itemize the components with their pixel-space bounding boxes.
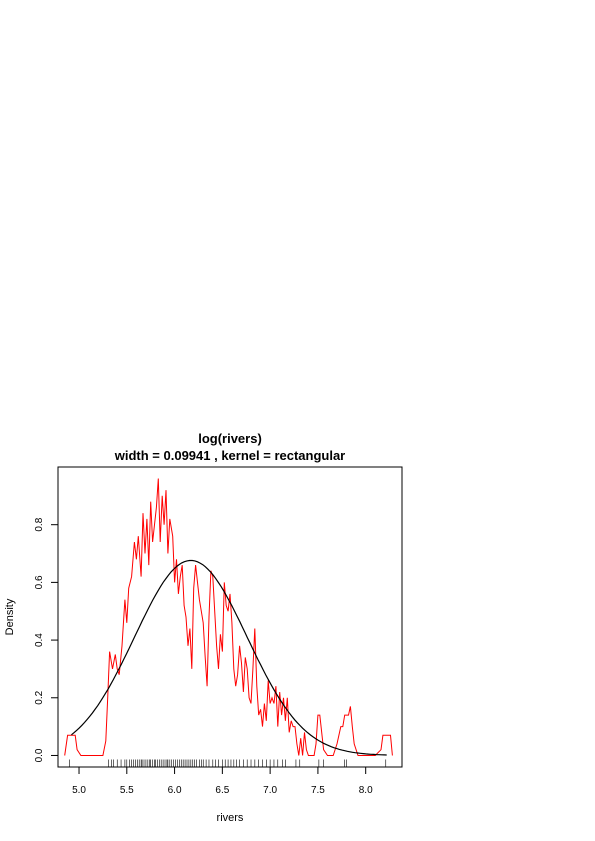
x-tick-label: 6.0 [168, 785, 182, 796]
x-axis: 5.0 5.5 6.0 6.5 7.0 7.5 8.0 [72, 766, 373, 796]
x-tick-label: 5.0 [72, 785, 86, 796]
y-axis: 0.0 0.2 0.4 0.6 0.8 [34, 517, 59, 762]
chart-title: log(rivers) [198, 431, 262, 446]
y-tick-label: 0.2 [34, 690, 45, 704]
kernel-density-line [64, 478, 393, 756]
x-tick-label: 6.5 [215, 785, 229, 796]
normal-density-line [71, 559, 387, 756]
plot-frame [57, 466, 403, 768]
x-tick-label: 7.0 [263, 785, 277, 796]
x-tick-label: 8.0 [359, 785, 373, 796]
y-axis-label: Density [4, 598, 16, 635]
y-tick-label: 0.6 [34, 575, 45, 589]
y-tick-label: 0.8 [34, 517, 45, 531]
x-axis-label: rivers [217, 812, 244, 824]
x-tick-label: 5.5 [120, 785, 134, 796]
series-layer [64, 478, 393, 756]
y-tick-label: 0.4 [34, 633, 45, 647]
chart-subtitle: width = 0.09941 , kernel = rectangular [114, 448, 346, 463]
y-tick-label: 0.0 [34, 748, 45, 762]
x-tick-label: 7.5 [311, 785, 325, 796]
rug-marks [69, 759, 387, 767]
